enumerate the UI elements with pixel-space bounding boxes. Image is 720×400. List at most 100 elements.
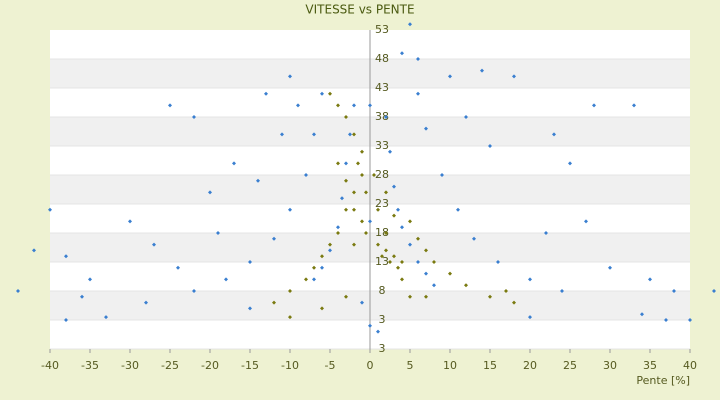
point	[648, 277, 652, 282]
point	[224, 277, 228, 282]
point	[360, 300, 364, 305]
point	[336, 225, 340, 230]
point	[440, 173, 444, 177]
point	[152, 242, 156, 247]
point	[320, 265, 324, 270]
point	[352, 190, 356, 195]
point	[712, 289, 716, 293]
point	[472, 236, 476, 241]
x-axis-label: Pente [%]	[636, 374, 690, 387]
point	[568, 161, 572, 166]
x-tick-label: 15	[483, 359, 497, 372]
point	[552, 132, 556, 137]
x-tick-label: 30	[603, 359, 617, 372]
y-tick-label: 3	[379, 313, 386, 326]
point	[248, 260, 252, 264]
point	[384, 115, 388, 119]
point	[380, 254, 384, 259]
point	[256, 178, 260, 183]
point	[272, 236, 276, 241]
x-tick-label: 20	[523, 359, 537, 372]
point	[192, 115, 196, 119]
point	[672, 289, 676, 293]
point	[388, 260, 392, 264]
point	[448, 74, 452, 79]
point	[88, 277, 92, 282]
x-tick-label: -35	[81, 359, 99, 372]
point	[448, 271, 452, 276]
chart-title: VITESSE vs PENTE	[305, 3, 414, 17]
y-tick-label: 38	[375, 110, 389, 123]
point	[128, 219, 132, 224]
point	[424, 248, 428, 253]
point	[216, 231, 220, 235]
point	[360, 173, 364, 177]
x-tick-label: -30	[121, 359, 139, 372]
y-tick-label: 3	[379, 342, 386, 355]
point	[336, 161, 340, 166]
point	[360, 219, 364, 224]
point	[504, 289, 508, 293]
point	[364, 231, 368, 235]
point	[248, 306, 252, 311]
point	[416, 91, 420, 96]
point	[400, 51, 404, 56]
x-tick-label: -40	[41, 359, 59, 372]
point	[424, 126, 428, 131]
point	[352, 242, 356, 247]
point	[496, 260, 500, 264]
point	[488, 294, 492, 299]
point	[352, 132, 356, 137]
point	[384, 190, 388, 195]
point	[376, 329, 380, 334]
point	[312, 265, 316, 270]
y-tick-label: 13	[375, 255, 389, 268]
point	[488, 144, 492, 148]
point	[344, 294, 348, 299]
y-tick-label: 43	[375, 81, 389, 94]
point	[400, 260, 404, 264]
point	[400, 225, 404, 230]
point	[288, 207, 292, 212]
point	[232, 161, 236, 166]
x-tick-label: 25	[563, 359, 577, 372]
point	[64, 254, 68, 259]
point	[400, 277, 404, 282]
point	[392, 254, 396, 259]
point	[304, 277, 308, 282]
point	[64, 318, 68, 322]
point	[168, 103, 172, 108]
point	[688, 318, 692, 322]
point	[384, 248, 388, 253]
point	[464, 283, 468, 288]
point	[408, 242, 412, 247]
point	[392, 184, 396, 189]
point	[424, 294, 428, 299]
point	[264, 91, 268, 96]
point	[376, 207, 380, 212]
point	[328, 91, 332, 96]
point	[372, 173, 376, 177]
point	[288, 315, 292, 320]
point	[608, 265, 612, 270]
y-tick-label: 23	[375, 197, 389, 210]
point	[396, 265, 400, 270]
point	[344, 161, 348, 166]
y-tick-label: 28	[375, 168, 389, 181]
point	[16, 289, 20, 293]
point	[456, 207, 460, 212]
y-tick-label: 53	[375, 23, 389, 36]
x-tick-label: -10	[281, 359, 299, 372]
point	[392, 213, 396, 218]
point	[424, 271, 428, 276]
point	[304, 173, 308, 177]
x-tick-label: 35	[643, 359, 657, 372]
point	[344, 178, 348, 183]
x-tick-label: -5	[325, 359, 336, 372]
point	[664, 318, 668, 322]
point	[640, 312, 644, 317]
point	[336, 231, 340, 235]
point	[344, 207, 348, 212]
point	[464, 115, 468, 119]
point	[360, 149, 364, 154]
